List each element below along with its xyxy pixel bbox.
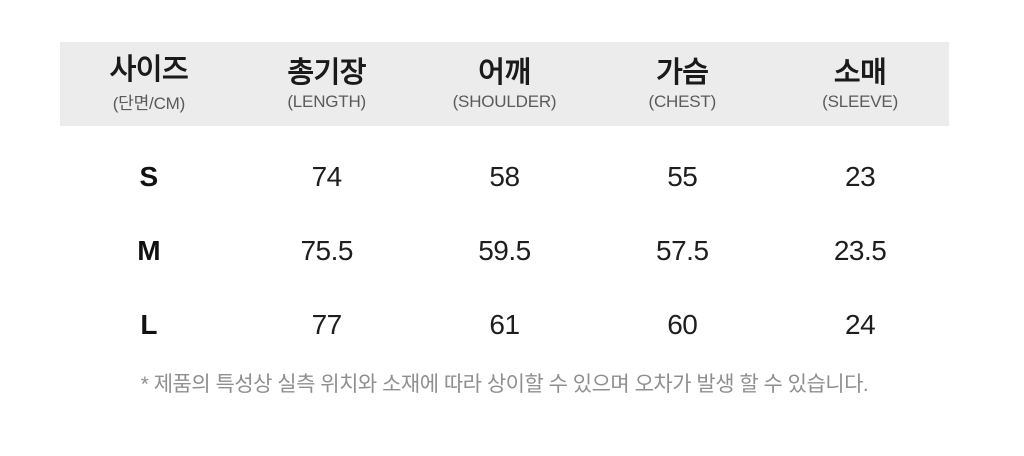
chest-value: 57.5: [656, 235, 709, 266]
sleeve-value: 23: [845, 161, 876, 192]
table-row-s: S 74 58 55 23: [60, 140, 949, 214]
column-subtitle: (CHEST): [648, 91, 717, 111]
shoulder-value: 58: [489, 161, 520, 192]
table-row-l: L 77 61 60 24: [60, 288, 949, 362]
column-subtitle: (LENGTH): [287, 91, 367, 111]
length-value: 74: [311, 161, 343, 192]
table-row-m: M 75.5 59.5 57.5 23.5: [60, 214, 949, 288]
chest-value: 60: [667, 309, 698, 340]
sleeve-value: 24: [845, 309, 876, 340]
length-value: 75.5: [300, 235, 353, 266]
size-label: L: [140, 309, 158, 340]
column-subtitle: (SLEEVE): [822, 91, 899, 111]
table-header-row: 사이즈 (단면/CM) 총기장 (LENGTH) 어깨 (SHOULDER) 가…: [60, 42, 949, 126]
size-label: M: [137, 235, 161, 266]
column-title: 어깨: [478, 56, 531, 89]
sleeve-value: 23.5: [833, 235, 887, 266]
column-title: 소매: [833, 56, 887, 89]
length-value: 77: [311, 309, 343, 340]
column-subtitle: (단면/CM): [112, 94, 186, 113]
measurement-disclaimer: * 제품의 특성상 실측 위치와 소재에 따라 상이할 수 있으며 오차가 발생…: [140, 373, 869, 396]
column-header-length: 총기장 (LENGTH): [238, 57, 416, 112]
column-header-chest: 가슴 (CHEST): [593, 57, 771, 112]
shoulder-value: 59.5: [478, 235, 531, 266]
column-title: 가슴: [656, 56, 709, 89]
column-header-size: 사이즈 (단면/CM): [60, 54, 238, 114]
column-header-shoulder: 어깨 (SHOULDER): [416, 57, 594, 112]
column-title: 사이즈: [109, 54, 189, 86]
column-subtitle: (SHOULDER): [452, 91, 557, 111]
shoulder-value: 61: [489, 309, 520, 340]
size-label: S: [139, 161, 159, 192]
column-header-sleeve: 소매 (SLEEVE): [771, 57, 949, 112]
size-table: 사이즈 (단면/CM) 총기장 (LENGTH) 어깨 (SHOULDER) 가…: [60, 42, 949, 398]
column-title: 총기장: [287, 56, 366, 89]
chest-value: 55: [667, 161, 698, 192]
